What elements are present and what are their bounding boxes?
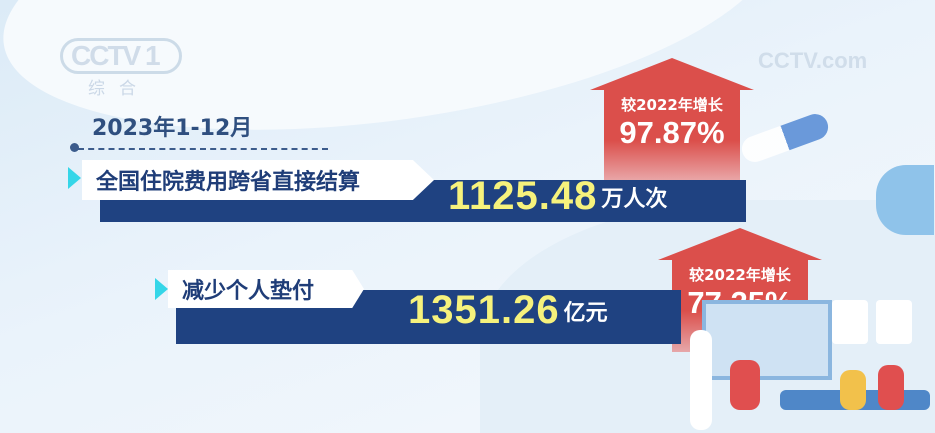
arrow-body: 较2022年增长 97.87% bbox=[604, 90, 740, 182]
value-number: 1351.26 bbox=[408, 288, 560, 332]
patient-illustration bbox=[730, 360, 760, 410]
value-number: 1125.48 bbox=[448, 174, 598, 218]
stat-value-1: 1125.48 万人次 bbox=[448, 174, 667, 219]
value-unit: 亿元 bbox=[563, 301, 608, 326]
period-title: 2023年1-12月 bbox=[92, 116, 253, 141]
channel-logo-sub: 综合 bbox=[88, 79, 150, 99]
arrow-head bbox=[658, 228, 822, 260]
dashed-divider bbox=[78, 148, 328, 150]
compare-label: 较2022年增长 bbox=[689, 266, 791, 284]
nurse-illustration bbox=[690, 330, 712, 430]
triangle-marker bbox=[155, 278, 168, 300]
compare-label: 较2022年增长 bbox=[621, 96, 723, 114]
heart-icon bbox=[876, 165, 934, 235]
growth-value: 97.87% bbox=[619, 115, 725, 150]
heart-poster bbox=[876, 300, 912, 344]
arrow-head bbox=[590, 58, 754, 90]
stat-label-1: 全国住院费用跨省直接结算 bbox=[82, 160, 434, 200]
window-illustration bbox=[702, 300, 832, 380]
timeline-dot bbox=[70, 143, 79, 152]
channel-logo: CCTV 1 bbox=[60, 38, 182, 74]
watermark: CCTV.com bbox=[758, 48, 868, 73]
person-illustration bbox=[878, 365, 904, 410]
lungs-poster bbox=[832, 300, 868, 344]
triangle-marker bbox=[68, 167, 81, 189]
stat-label-2: 减少个人垫付 bbox=[168, 270, 364, 308]
person-illustration bbox=[840, 370, 866, 410]
stat-value-2: 1351.26 亿元 bbox=[408, 288, 608, 333]
growth-arrow-1: 较2022年增长 97.87% bbox=[590, 58, 754, 182]
value-unit: 万人次 bbox=[601, 187, 668, 212]
